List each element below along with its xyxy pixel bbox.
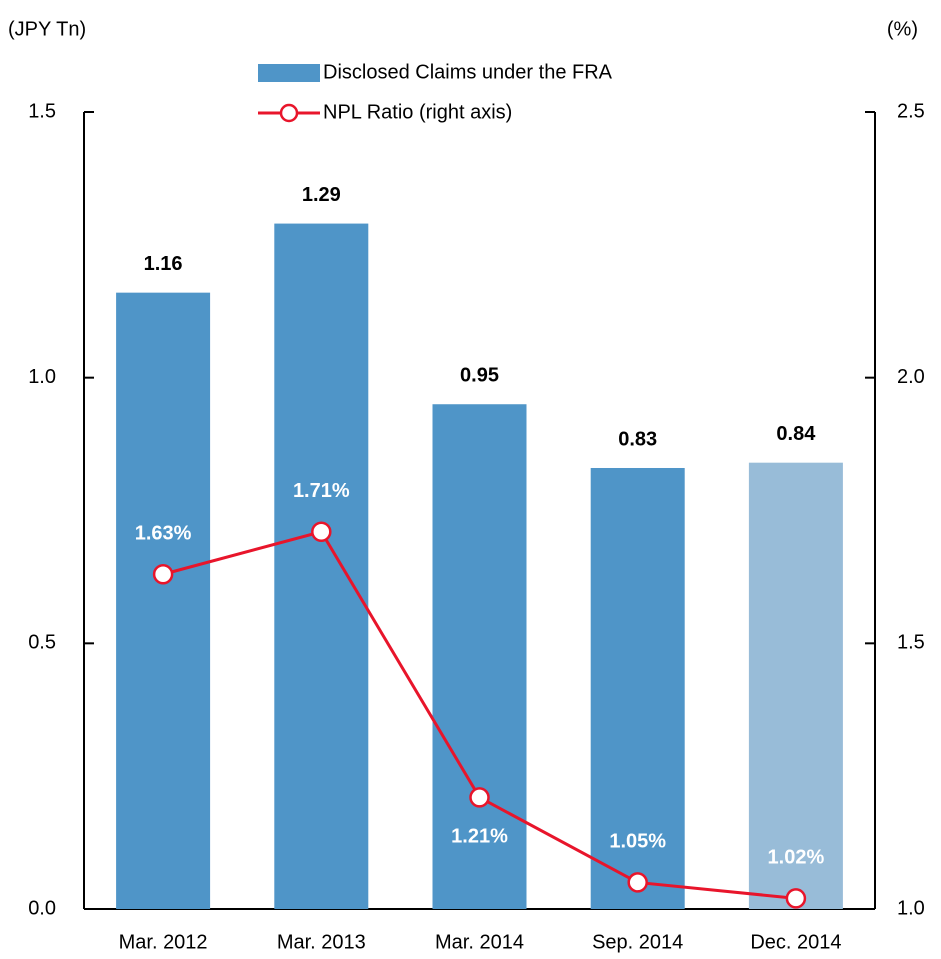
line-value-label: 1.05% <box>609 831 666 853</box>
y-tick-label: 0.5 <box>28 632 56 654</box>
legend-swatch <box>258 64 320 82</box>
x-tick-label: Mar. 2012 <box>119 931 208 953</box>
x-tick-label: Sep. 2014 <box>592 931 683 953</box>
x-tick-label: Mar. 2013 <box>277 931 366 953</box>
line-value-label: 1.71% <box>293 480 350 502</box>
line-point <box>785 888 807 909</box>
bar-value-label: 1.29 <box>302 184 341 206</box>
y-tick-label: 1.5 <box>28 100 56 122</box>
line-point <box>311 521 332 543</box>
bar <box>274 223 369 909</box>
line-point <box>469 787 490 808</box>
bar-value-label: 0.95 <box>460 365 499 387</box>
y2-tick-label: 2.0 <box>897 366 925 388</box>
y2-tick-label: 1.5 <box>897 632 925 654</box>
y-axis-title: (JPY Tn) <box>8 18 86 40</box>
legend-label: Disclosed Claims under the FRA <box>323 61 613 83</box>
bar <box>748 462 843 909</box>
bar <box>116 292 211 909</box>
bar-value-label: 0.84 <box>776 423 816 445</box>
bar <box>590 467 685 909</box>
line-point <box>152 564 174 585</box>
x-tick-label: Dec. 2014 <box>750 931 841 953</box>
y-tick-label: 0.0 <box>28 897 56 919</box>
y2-axis-title: (%) <box>887 18 918 40</box>
bar <box>432 404 527 909</box>
legend-label: NPL Ratio (right axis) <box>323 101 512 123</box>
y-tick-label: 1.0 <box>28 366 56 388</box>
legend-marker <box>279 103 299 123</box>
line-value-label: 1.63% <box>135 523 192 545</box>
x-tick-label: Mar. 2014 <box>435 931 524 953</box>
line-point <box>627 872 648 893</box>
y2-tick-label: 2.5 <box>897 100 925 122</box>
bar-value-label: 0.83 <box>618 428 657 450</box>
line-value-label: 1.21% <box>451 826 508 848</box>
bar-value-label: 1.16 <box>144 253 183 275</box>
line-value-label: 1.02% <box>768 847 825 869</box>
y2-tick-label: 1.0 <box>897 897 925 919</box>
